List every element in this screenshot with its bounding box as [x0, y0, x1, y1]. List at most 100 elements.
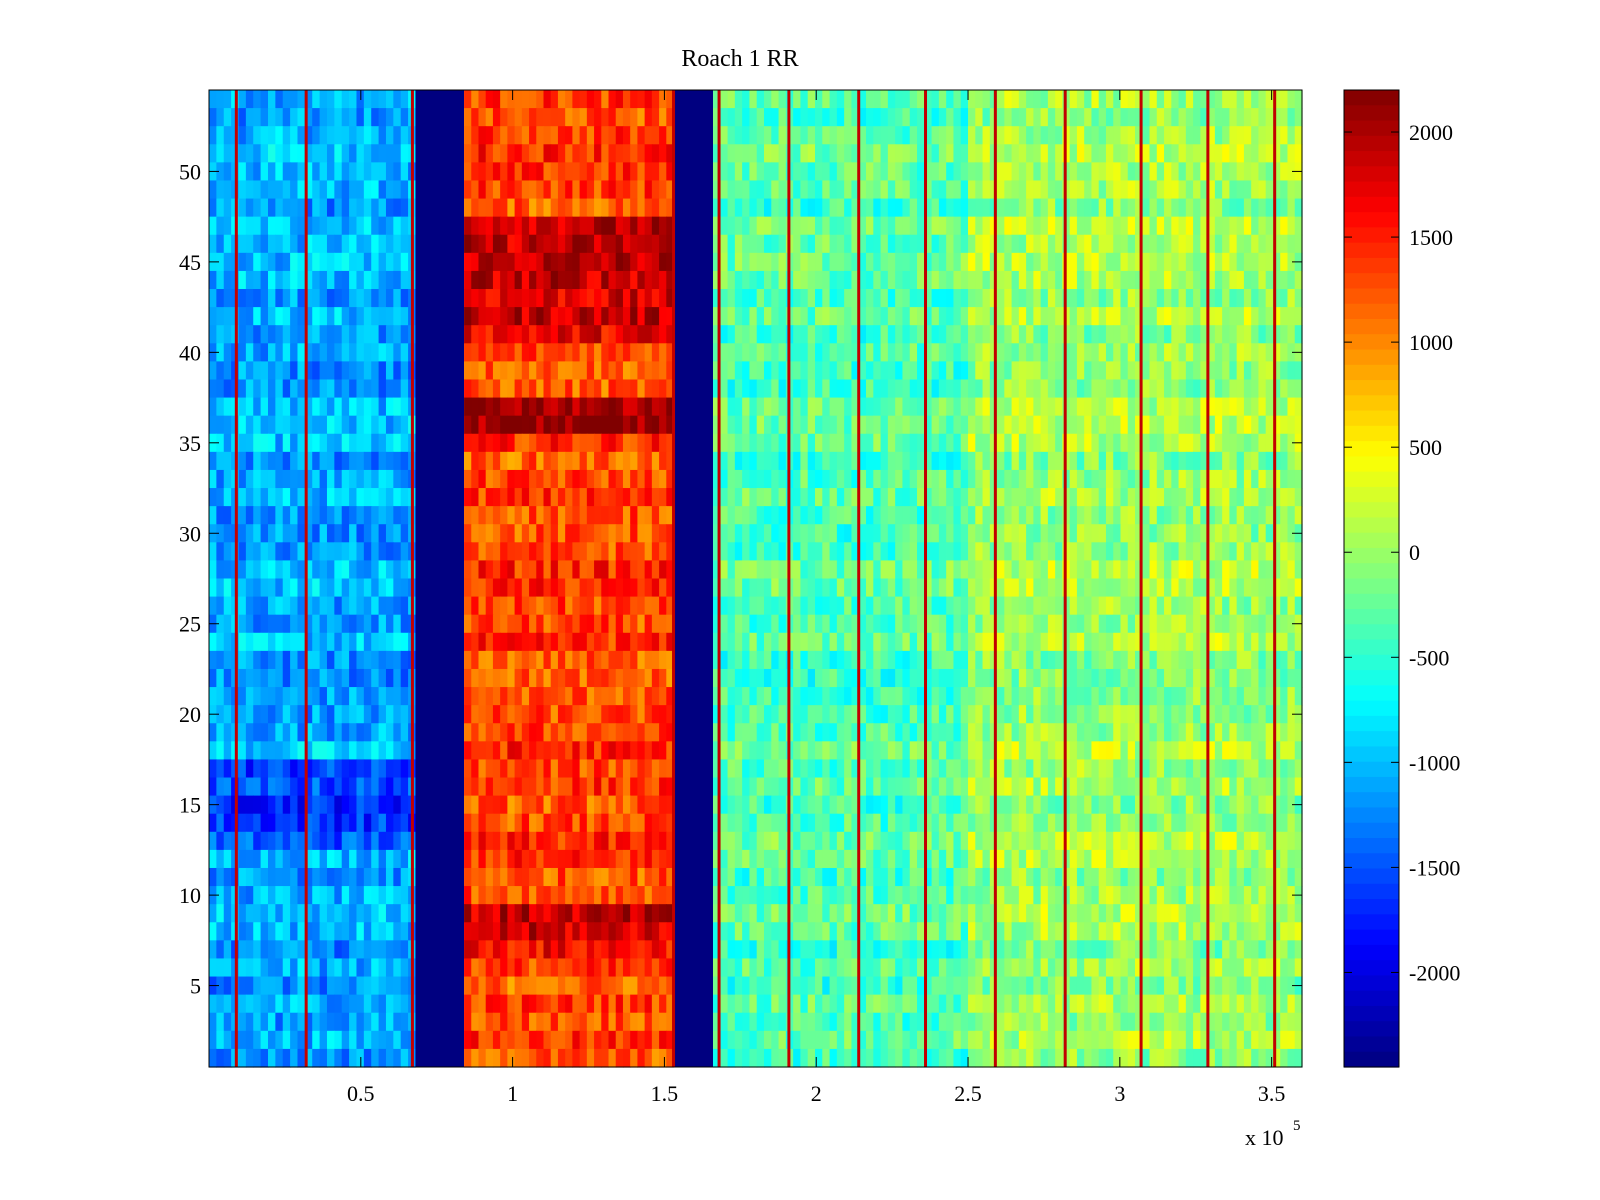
- heatmap-cell: [253, 940, 262, 960]
- heatmap-cell: [829, 632, 838, 652]
- heatmap-cell: [334, 1048, 343, 1068]
- heatmap-cell: [334, 958, 343, 978]
- heatmap-cell: [909, 1048, 918, 1068]
- heatmap-cell: [514, 252, 523, 272]
- heatmap-cell: [644, 795, 653, 815]
- heatmap-cell: [844, 361, 853, 381]
- heatmap-cell: [734, 994, 743, 1014]
- heatmap-cell: [742, 904, 751, 923]
- heatmap-cell: [378, 940, 387, 960]
- heatmap-cell: [851, 1012, 860, 1032]
- heatmap-cell: [902, 379, 911, 399]
- heatmap-cell: [400, 687, 409, 706]
- heatmap-cell: [822, 90, 831, 109]
- heatmap-cell: [594, 307, 602, 326]
- heatmap-cell: [500, 108, 508, 127]
- heatmap-cell: [492, 90, 501, 109]
- heatmap-cell: [659, 144, 667, 163]
- heatmap-cell: [507, 994, 516, 1014]
- heatmap-cell: [924, 831, 933, 851]
- heatmap-cell: [931, 795, 940, 815]
- heatmap-cell: [529, 813, 537, 833]
- heatmap-cell: [363, 198, 372, 218]
- heatmap-cell: [651, 596, 660, 616]
- heatmap-cell: [253, 687, 262, 706]
- heatmap-cell: [909, 777, 918, 797]
- heatmap-cell: [727, 777, 736, 797]
- heatmap-cell: [485, 994, 494, 1014]
- heatmap-cell: [873, 994, 882, 1014]
- heatmap-cell: [793, 325, 802, 344]
- heatmap-cell: [356, 108, 365, 127]
- heatmap-cell: [557, 741, 566, 761]
- heatmap-cell: [464, 596, 472, 616]
- heatmap-cell: [543, 361, 552, 381]
- heatmap-cell: [749, 126, 758, 145]
- heatmap-cell: [594, 723, 602, 742]
- heatmap-cell: [349, 162, 358, 182]
- heatmap-cell: [946, 180, 955, 200]
- heatmap-cell: [615, 144, 624, 163]
- heatmap-cell: [764, 90, 772, 109]
- heatmap-cell: [651, 940, 660, 960]
- heatmap-cell: [216, 198, 225, 218]
- heatmap-cell: [651, 614, 660, 634]
- heatmap-cell: [720, 234, 729, 254]
- heatmap-cell: [866, 1030, 874, 1050]
- heatmap-cell: [507, 451, 516, 471]
- heatmap-cell: [565, 777, 573, 797]
- heatmap-cell: [356, 904, 365, 923]
- heatmap-cell: [485, 325, 494, 344]
- heatmap-cell: [651, 922, 660, 941]
- heatmap-cell: [579, 252, 588, 272]
- heatmap-cell: [319, 741, 328, 761]
- heatmap-cell: [866, 795, 874, 815]
- heatmap-cell: [800, 433, 809, 453]
- heatmap-cell: [245, 524, 254, 543]
- heatmap-cell: [478, 723, 487, 742]
- heatmap-cell: [297, 488, 306, 507]
- heatmap-cell: [778, 687, 787, 706]
- heatmap-cell: [630, 777, 638, 797]
- heatmap-cell: [946, 270, 955, 290]
- heatmap-cell: [245, 632, 254, 652]
- heatmap-cell: [793, 180, 802, 200]
- heatmap-cell: [275, 198, 284, 218]
- heatmap-cell: [253, 867, 262, 887]
- heatmap-cell: [550, 307, 559, 326]
- heatmap-cell: [637, 1012, 646, 1032]
- heatmap-cell: [734, 831, 743, 851]
- heatmap-cell: [514, 795, 523, 815]
- heatmap-cell: [253, 397, 262, 417]
- heatmap-cell: [550, 343, 559, 362]
- heatmap-cell: [500, 741, 508, 761]
- heatmap-cell: [836, 180, 845, 200]
- heatmap-cell: [887, 940, 896, 960]
- heatmap-cell: [756, 940, 765, 960]
- heatmap-cell: [464, 506, 472, 525]
- heatmap-cell: [312, 687, 321, 706]
- heatmap-cell: [771, 270, 780, 290]
- heatmap-cell: [378, 596, 387, 616]
- heatmap-cell: [312, 198, 321, 218]
- heatmap-cell: [500, 252, 508, 272]
- heatmap-cell: [756, 469, 765, 489]
- heatmap-cell: [666, 813, 675, 833]
- heatmap-cell: [953, 325, 962, 344]
- heatmap-cell: [727, 1030, 736, 1050]
- heatmap-cell: [659, 849, 667, 869]
- heatmap-cell: [312, 705, 321, 724]
- heatmap-cell: [223, 506, 232, 525]
- heatmap-cell: [492, 433, 501, 453]
- heatmap-cell: [312, 741, 321, 761]
- heatmap-cell: [771, 126, 780, 145]
- heatmap-cell: [749, 289, 758, 308]
- heatmap-cell: [529, 488, 537, 507]
- heatmap-cell: [659, 723, 667, 742]
- heatmap-cell: [960, 741, 969, 761]
- heatmap-cell: [742, 162, 751, 182]
- heatmap-cell: [793, 289, 802, 308]
- heatmap-cell: [924, 180, 933, 200]
- heatmap-cell: [326, 1012, 335, 1032]
- heatmap-cell: [622, 777, 631, 797]
